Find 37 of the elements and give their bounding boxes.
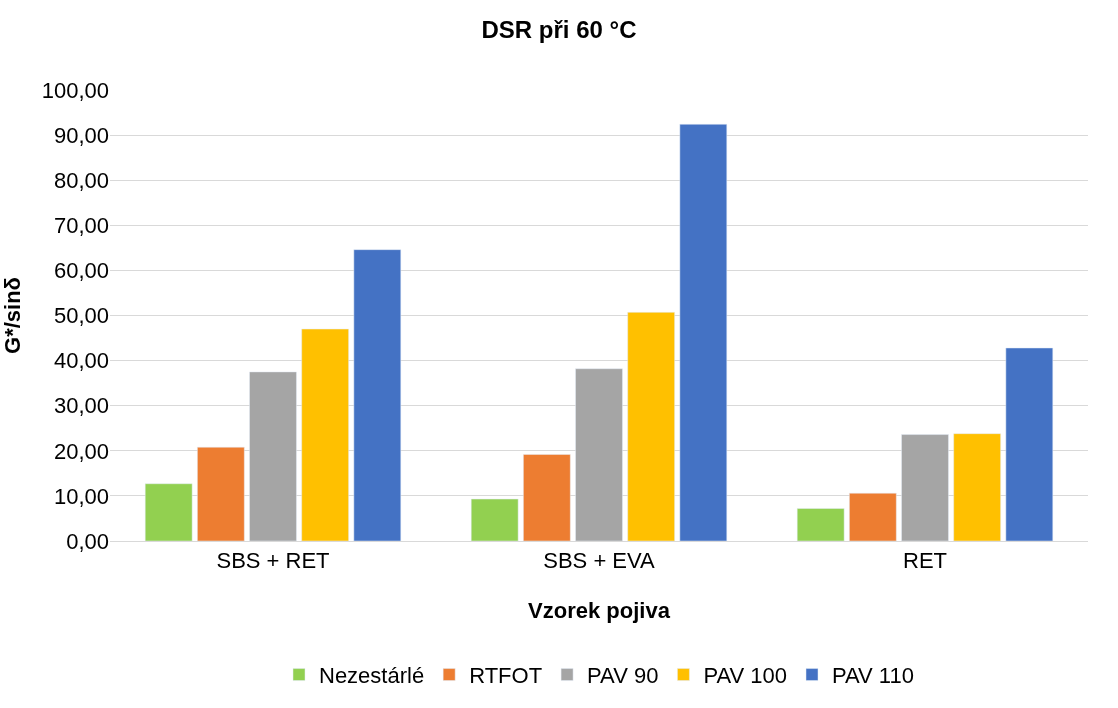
chart-title: DSR při 60 °C (481, 16, 637, 44)
bar (470, 498, 519, 541)
y-tick-label: 90,00 (53, 122, 109, 148)
y-tick-label: 10,00 (53, 483, 109, 509)
x-axis-title: Vzorek pojiva (528, 598, 671, 624)
y-axis-title: G*/sinδ (0, 277, 25, 354)
y-tick-label: 40,00 (53, 348, 109, 374)
bar (249, 371, 297, 541)
bar (849, 492, 897, 541)
bar (144, 483, 193, 541)
bar (301, 328, 349, 541)
x-tick-label: RET (903, 548, 947, 574)
y-tick-label: 80,00 (53, 167, 109, 193)
y-tick-label: 0,00 (66, 528, 109, 554)
bar (575, 368, 623, 541)
bar (796, 508, 845, 541)
bar (901, 434, 949, 541)
y-tick-label: 50,00 (53, 303, 109, 329)
legend-label: PAV 90 (587, 663, 659, 689)
bar (1005, 347, 1054, 541)
y-tick-label: 30,00 (53, 393, 109, 419)
bar (353, 249, 402, 541)
legend-label: RTFOT (469, 663, 543, 689)
x-tick-label: SBS + RET (216, 548, 330, 574)
y-tick-label: 60,00 (53, 258, 109, 284)
bar (679, 124, 728, 541)
y-tick-label: 20,00 (53, 438, 109, 464)
y-tick-label: 70,00 (53, 213, 109, 238)
legend-label: PAV 110 (832, 663, 914, 689)
bar (627, 312, 675, 541)
bar (197, 446, 245, 541)
legend-label: PAV 100 (703, 663, 787, 689)
bar (523, 454, 571, 541)
bar (953, 433, 1001, 541)
legend-label: Nezestárlé (319, 663, 425, 689)
y-tick-label: 100,00 (41, 77, 109, 103)
x-tick-label: SBS + EVA (543, 548, 656, 574)
